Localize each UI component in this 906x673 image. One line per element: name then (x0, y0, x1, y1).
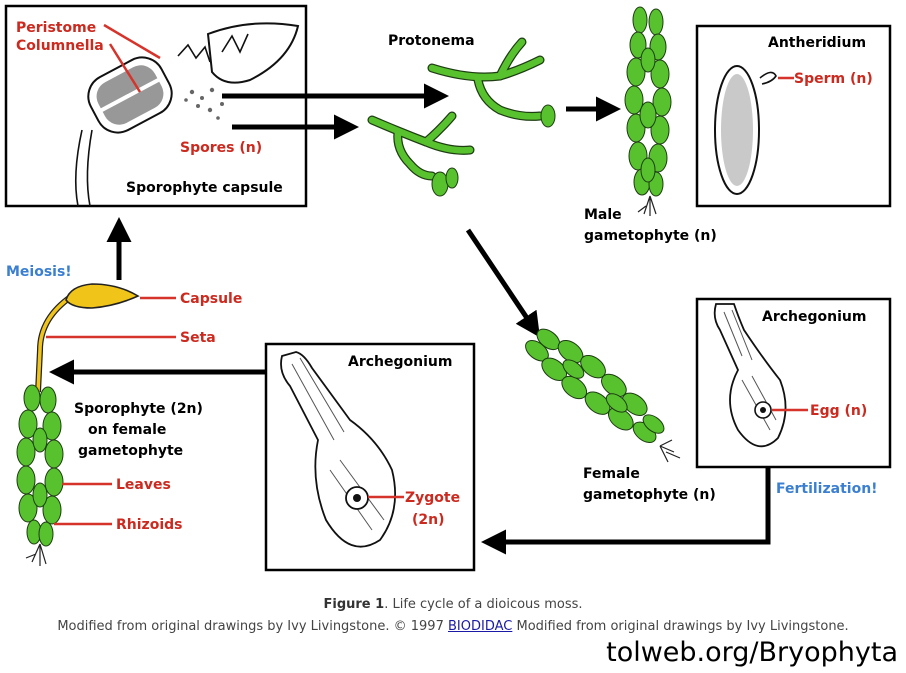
meiosis-label: Meiosis! (6, 264, 72, 280)
leaves-label: Leaves (116, 477, 171, 493)
moss-life-cycle-diagram: Peristome Columnella Spores (n) Sporophy… (4, 4, 892, 572)
columnella-label: Columnella (16, 38, 104, 54)
male-gametophyte-drawing: Male gametophyte (n) (584, 6, 717, 244)
protonema-label: Protonema (388, 33, 475, 49)
capsule-label: Capsule (180, 291, 242, 307)
peristome-label: Peristome (16, 20, 96, 36)
spores-label: Spores (n) (180, 140, 262, 156)
egg-label: Egg (n) (810, 403, 867, 419)
zygote-label-line1: Zygote (405, 490, 460, 506)
source-url: tolweb.org/Bryophyta (606, 637, 898, 668)
biodidac-link[interactable]: BIODIDAC (448, 619, 513, 634)
female-gametophyte-label-line1: Female (583, 466, 640, 482)
seta-label: Seta (180, 330, 216, 346)
sporophyte-on-gametophyte-drawing: Capsule Seta Sporophyte (2n) on female g… (16, 283, 242, 566)
protonema-drawing: Protonema (367, 33, 556, 197)
figure-title: . Life cycle of a dioicous moss. (384, 597, 583, 612)
male-gametophyte-label-line1: Male (584, 207, 622, 223)
sporophyte-label-line1: Sporophyte (2n) (74, 401, 203, 417)
sporophyte-label-line2: on female (88, 422, 166, 438)
zygote-label-line2: (2n) (412, 512, 445, 528)
archegonium-right-label: Archegonium (762, 309, 866, 325)
archegonium-zygote-panel: Archegonium Zygote (2n) (264, 342, 476, 572)
figure-caption: Figure 1. Life cycle of a dioicous moss. (0, 597, 906, 612)
protonema-to-female-arrow (465, 228, 541, 338)
female-gametophyte-label-line2: gametophyte (n) (583, 487, 716, 503)
sporophyte-capsule-panel: Peristome Columnella Spores (n) Sporophy… (4, 4, 308, 208)
antheridium-label: Antheridium (768, 35, 866, 51)
archegonium-center-label: Archegonium (348, 354, 452, 370)
antheridium-panel: Antheridium Sperm (n) (695, 24, 892, 208)
figure-credit: Modified from original drawings by Ivy L… (0, 617, 906, 636)
sporophyte-label-line3: gametophyte (78, 443, 183, 459)
archegonium-egg-panel: Archegonium Egg (n) (695, 297, 892, 469)
figure-number: Figure 1 (323, 597, 385, 612)
fertilization-label: Fertilization! (776, 481, 878, 497)
female-gametophyte-drawing: Female gametophyte (n) (525, 328, 716, 503)
rhizoids-label: Rhizoids (116, 517, 182, 533)
sperm-label: Sperm (n) (794, 71, 873, 87)
sporophyte-capsule-label: Sporophyte capsule (126, 180, 283, 196)
credit-text-2: Modified from original drawings by Ivy L… (512, 619, 849, 634)
fertilization-arrow (481, 467, 771, 555)
male-gametophyte-label-line2: gametophyte (n) (584, 228, 717, 244)
credit-text-1: Modified from original drawings by Ivy L… (57, 619, 448, 634)
